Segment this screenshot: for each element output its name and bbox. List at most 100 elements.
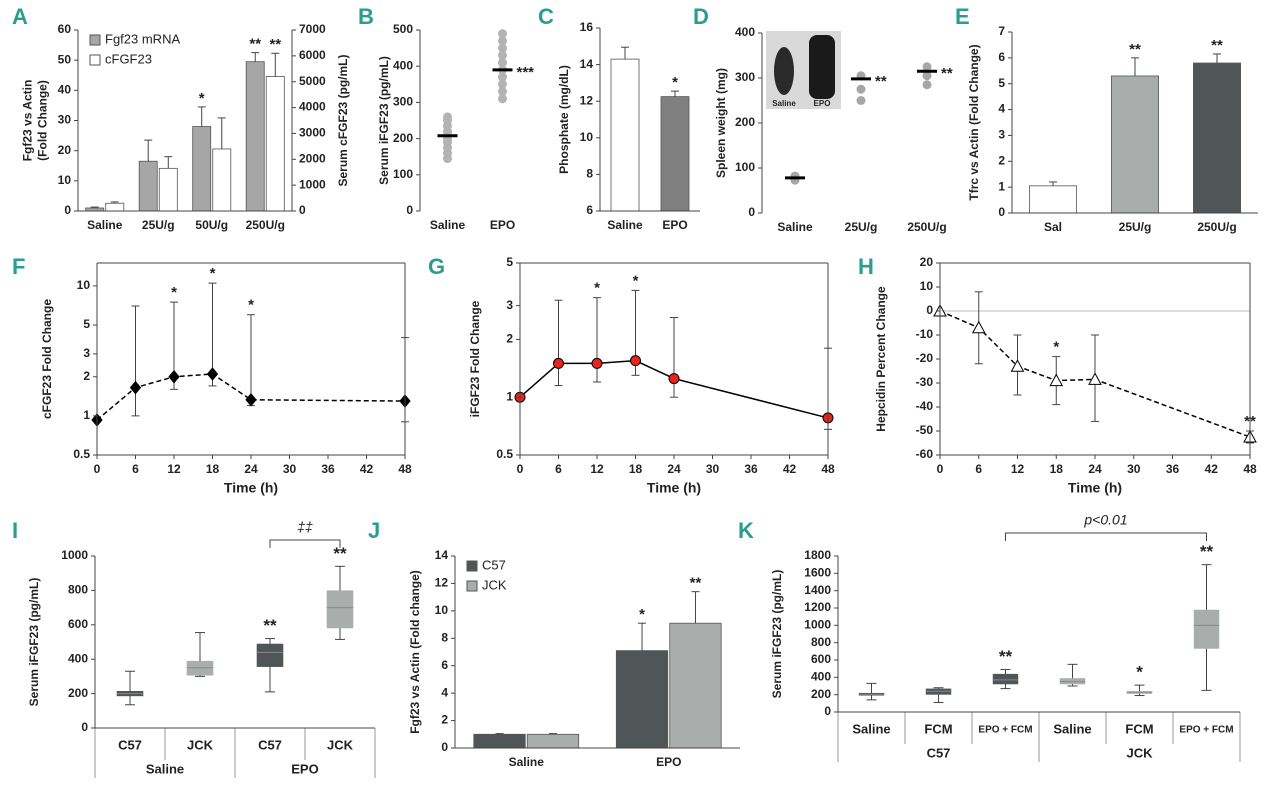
significance-label: * <box>672 74 678 91</box>
y-tick-label: 800 <box>68 583 88 597</box>
error-bar <box>197 106 206 127</box>
bracket-label: ‡‡ <box>297 519 313 535</box>
y-tick-label: 0 <box>64 203 71 217</box>
x-tick-label: 42 <box>1205 462 1219 476</box>
marker <box>1049 373 1064 387</box>
data-point <box>498 43 507 53</box>
y-tick-label: 1400 <box>804 583 831 597</box>
bar <box>669 622 722 749</box>
x-tick-label: 250U/g <box>1197 220 1236 234</box>
significance-label: * <box>248 297 254 314</box>
bracket-label: p<0.01 <box>1083 512 1127 528</box>
bar <box>245 61 265 212</box>
box <box>186 632 214 677</box>
data-point <box>856 96 866 105</box>
x-axis-label: Time (h) <box>1068 480 1122 496</box>
y-tick-label: 5000 <box>299 74 326 88</box>
series-line <box>519 359 829 419</box>
y-tick-label: 1000 <box>804 618 831 632</box>
y-tick-label: 6 <box>441 658 448 672</box>
box-body <box>256 643 284 667</box>
bar <box>138 160 158 212</box>
x-tick-label: JCK <box>327 737 354 752</box>
x-tick-label: 12 <box>590 462 604 476</box>
y-tick-label: 200 <box>393 131 413 145</box>
error-bar <box>495 733 504 735</box>
error-bar <box>621 46 629 60</box>
y-tick-label: 20 <box>58 143 72 157</box>
x-tick-label: 50U/g <box>195 218 228 232</box>
y-tick-label: -30 <box>916 375 934 389</box>
y-tick-label: 8 <box>441 630 448 644</box>
x-tick-label: 6 <box>555 462 562 476</box>
y-axis-label: Serum iFGF23 (pg/mL) <box>27 578 41 707</box>
panel-letter: E <box>955 4 970 29</box>
error-bar <box>638 622 647 651</box>
y-axis-label: Tfrc vs Actin (Fold Change) <box>967 44 981 200</box>
y-tick-label: 400 <box>68 651 88 665</box>
error-bar <box>554 299 563 387</box>
y-tick-label: 2 <box>998 153 1005 167</box>
data-point <box>498 29 507 39</box>
legend-swatch <box>89 54 101 66</box>
marker <box>591 357 603 369</box>
error-bar <box>164 156 173 169</box>
y-tick-label: 14 <box>435 548 449 562</box>
y-tick-label: 3 <box>83 346 90 360</box>
marker <box>668 373 680 385</box>
series-line <box>96 373 406 421</box>
significance-label: ** <box>941 65 953 82</box>
y-tick-label: 3 <box>998 128 1005 142</box>
error-bar <box>247 314 255 407</box>
marker <box>168 369 180 384</box>
error-bar <box>1049 181 1057 186</box>
significance-label: ** <box>1211 37 1223 54</box>
x-tick-label: 250U/g <box>246 218 285 232</box>
panel-letter: C <box>538 4 554 29</box>
y-tick-label: -20 <box>916 351 934 365</box>
x-tick-label: 42 <box>783 462 797 476</box>
x-tick-label: 48 <box>1243 462 1257 476</box>
y-tick-label: 40 <box>58 83 72 97</box>
y-tick-label: 4 <box>998 102 1005 116</box>
box <box>256 638 284 693</box>
y-tick-label: 30 <box>58 113 72 127</box>
y-axis-label: Fgf23 vs Actin (Fold change) <box>408 570 422 734</box>
y-tick-label: -40 <box>916 399 934 413</box>
bar <box>192 126 212 212</box>
box-body <box>992 673 1019 685</box>
x-tick-label: Saline <box>509 755 545 769</box>
y-tick-label: 2 <box>506 332 513 346</box>
x-tick-label: FCM <box>924 721 952 736</box>
box <box>992 669 1019 690</box>
error-bar <box>251 52 260 62</box>
y-tick-label: 0 <box>926 303 933 317</box>
y-tick-label: 0 <box>998 205 1005 219</box>
panel-letter: I <box>12 518 18 543</box>
bar <box>615 650 669 749</box>
panel-letter: A <box>12 4 28 29</box>
box <box>925 687 952 703</box>
panel-letter: F <box>12 254 25 279</box>
data-point <box>498 79 507 89</box>
error-bar <box>144 139 153 162</box>
x-axis-label: Time (h) <box>224 480 278 496</box>
bracket <box>269 539 341 548</box>
y-tick-label: 400 <box>735 25 755 39</box>
significance-label: * <box>199 90 205 107</box>
significance-label: * <box>1053 339 1059 356</box>
y-tick-label: 4000 <box>299 100 326 114</box>
x-tick-label: 48 <box>398 462 412 476</box>
y-tick-label: 6000 <box>299 48 326 62</box>
x-tick-label: 0 <box>937 462 944 476</box>
y-tick-label: 7 <box>998 24 1005 38</box>
y-tick-label: 12 <box>435 576 449 590</box>
marker <box>630 355 641 367</box>
error-bar <box>548 733 557 735</box>
data-point <box>498 72 507 82</box>
y-tick-label: -50 <box>916 423 934 437</box>
y-tick-label: 400 <box>393 58 413 72</box>
group-label: Saline <box>146 761 184 776</box>
y-tick-label: 1 <box>83 408 90 422</box>
